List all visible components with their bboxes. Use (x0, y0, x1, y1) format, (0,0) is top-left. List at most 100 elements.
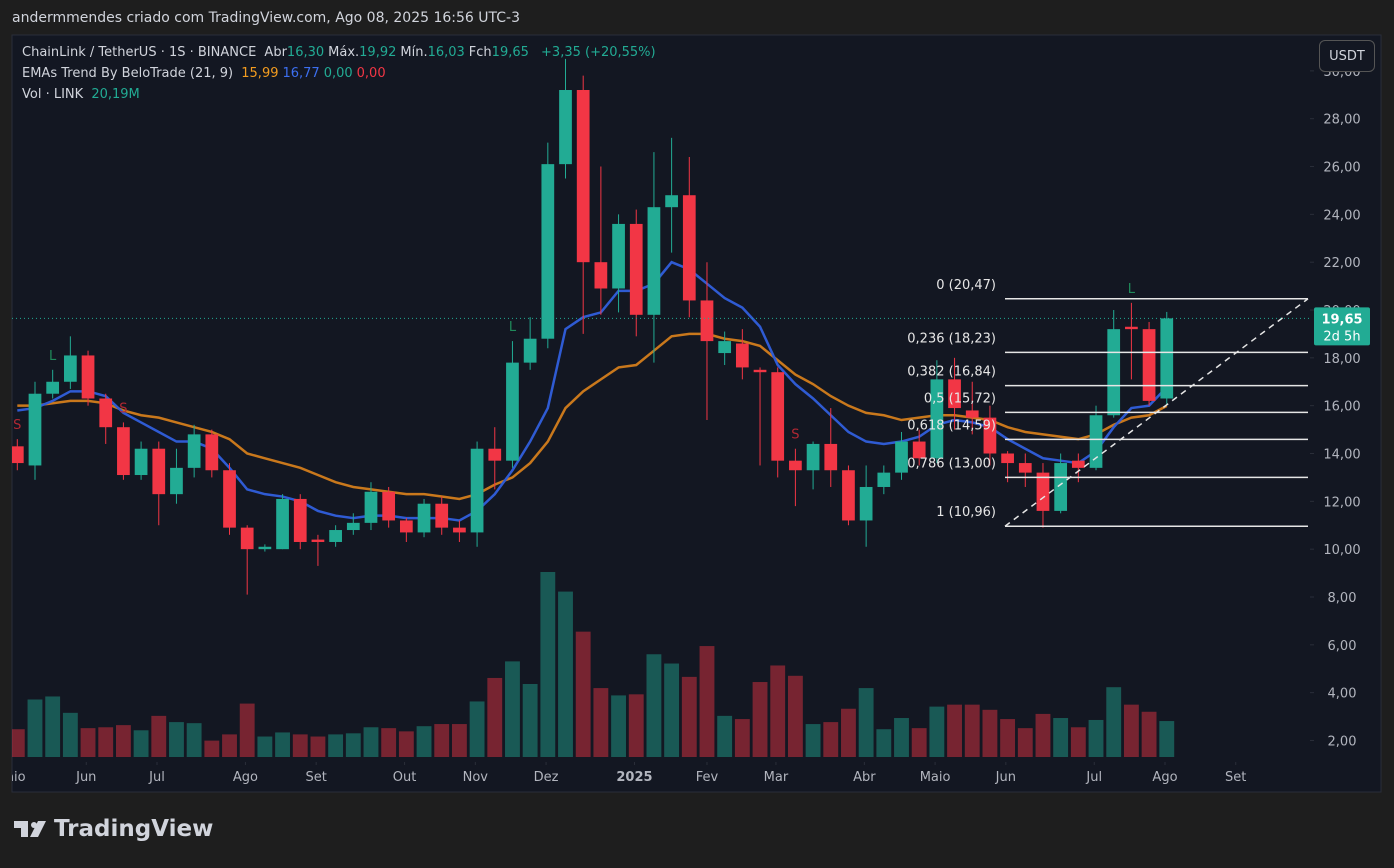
last-price-label: 19,65 (1321, 312, 1362, 327)
indicator-value: 15,99 (241, 66, 279, 81)
x-tick-label: Mar (764, 770, 789, 785)
candle-body (912, 441, 926, 459)
volume-bar (12, 729, 25, 757)
volume-bar (1159, 721, 1175, 757)
fib-label: 1 (10,96) (936, 505, 996, 520)
volume-bar (841, 708, 856, 757)
candle-body (930, 379, 944, 459)
volume-bar (1017, 728, 1033, 757)
candle-body (665, 195, 678, 208)
signal-label: L (509, 320, 517, 335)
ohlc-label: Máx. (328, 45, 360, 60)
y-tick-label: 18,00 (1323, 352, 1360, 367)
fib-label: 0,618 (14,59) (907, 418, 996, 433)
fib-label: 0,5 (15,72) (924, 391, 996, 406)
candle-body (700, 300, 714, 342)
volume-bar (1070, 727, 1086, 757)
volume-bar (681, 676, 697, 757)
signal-label: S (791, 428, 799, 443)
volume-bar (894, 718, 909, 757)
volume-bar (611, 695, 626, 757)
volume-bar (1106, 687, 1122, 757)
candle-body (842, 470, 855, 521)
candle-body (789, 460, 802, 471)
candle-body (612, 223, 625, 289)
volume-bar (734, 719, 750, 757)
candle-body (293, 498, 307, 542)
x-tick-label: Ago (233, 770, 258, 785)
logo: TradingView (14, 816, 213, 842)
candle-body (806, 443, 820, 471)
symbol: ChainLink / TetherUS · 1S · BINANCE (22, 45, 257, 60)
volume-bar (575, 631, 591, 757)
y-tick-label: 22,00 (1323, 256, 1360, 271)
volume-bar (469, 701, 485, 757)
candle-body (364, 491, 378, 523)
logo-text: TradingView (54, 816, 214, 842)
candle-body (541, 164, 555, 339)
candle-body (488, 448, 502, 461)
ema-line (17, 332, 1168, 501)
candle-body (417, 503, 431, 533)
volume-bar (858, 688, 874, 757)
x-tick-label: Jul (1085, 770, 1102, 785)
indicator-value: 0,00 (356, 66, 386, 81)
volume-bar (752, 682, 768, 757)
candle-body (895, 441, 908, 473)
candle-body (771, 372, 785, 461)
candle-body (346, 522, 360, 531)
y-tick-label: 14,00 (1323, 448, 1360, 463)
volume-bar (964, 704, 980, 757)
candle-body (1089, 415, 1103, 468)
y-tick-label: 4,00 (1328, 687, 1357, 702)
candle-body (276, 498, 289, 550)
legend-indicator-row: EMAs Trend By BeloTrade (21, 9) 15,99 16,… (22, 66, 394, 81)
fib-label: 0 (20,47) (936, 278, 996, 293)
candle-body (523, 338, 537, 363)
ohlc-value: 19,92 (359, 45, 397, 60)
legend-symbol-row: ChainLink / TetherUS · 1S · BINANCE Abr1… (22, 45, 660, 60)
countdown: 2d 5h (1323, 329, 1360, 344)
volume-bar (398, 731, 414, 757)
volume-bar (239, 703, 255, 757)
candle-body (594, 262, 608, 289)
candle-body (12, 446, 24, 464)
volume-bar (345, 733, 361, 757)
volume-bar (133, 730, 149, 757)
volume-bar (275, 732, 290, 757)
signal-label: L (1128, 282, 1136, 297)
currency-button[interactable]: USDT (1319, 40, 1375, 72)
x-tick-label: Jun (75, 770, 96, 785)
x-tick-label: Dez (534, 770, 559, 785)
change: +3,35 (+20,55%) (541, 45, 656, 60)
volume-bar (169, 722, 184, 757)
candle-body (559, 90, 572, 165)
volume-bar (805, 724, 821, 757)
candle-body (46, 381, 60, 394)
candle-body (1071, 460, 1085, 468)
candle-body (435, 503, 449, 528)
volume-bar (487, 677, 503, 757)
candle-body (99, 398, 113, 428)
candle-body (311, 539, 325, 542)
y-tick-label: 8,00 (1328, 591, 1357, 606)
volume-bar (947, 704, 962, 757)
candle-body (1142, 329, 1156, 401)
volume-bar (982, 709, 998, 757)
candle-body (134, 448, 148, 476)
volume-bar (381, 728, 397, 757)
volume-bar (115, 725, 131, 757)
candle-body (647, 207, 661, 315)
volume-name: Vol · LINK (22, 87, 84, 102)
candle-body (824, 443, 838, 471)
volume-bar (593, 688, 609, 757)
volume-bar (787, 675, 803, 757)
volume-bar (717, 715, 733, 757)
y-tick-label: 28,00 (1323, 113, 1360, 128)
candle-body (859, 486, 873, 521)
x-tick-label: Maio (920, 770, 951, 785)
candle-body (205, 434, 219, 471)
candle-body (718, 341, 732, 354)
